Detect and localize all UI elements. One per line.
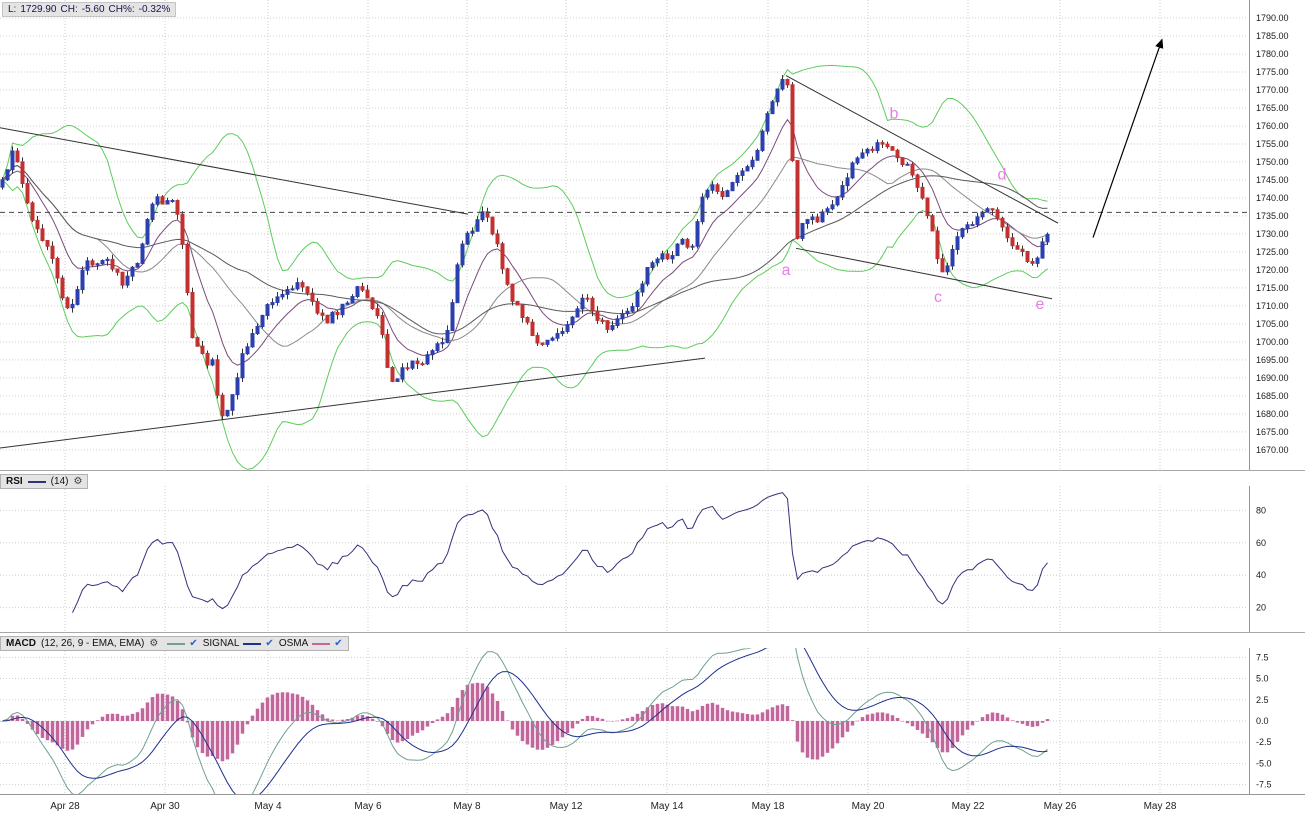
svg-text:1770.00: 1770.00 [1256, 85, 1289, 95]
x-axis-date-label: May 4 [254, 801, 282, 812]
svg-text:1785.00: 1785.00 [1256, 31, 1289, 41]
macd-panel-header: MACD (12, 26, 9 - EMA, EMA) ⚙ ✔ SIGNAL ✔… [0, 632, 1305, 651]
svg-text:1700.00: 1700.00 [1256, 337, 1289, 347]
svg-text:d: d [998, 167, 1007, 184]
svg-text:5.0: 5.0 [1256, 674, 1269, 684]
rsi-legend: RSI (14) ⚙ [0, 474, 89, 489]
change-pct-value: -0.32% [138, 4, 171, 15]
svg-text:-7.5: -7.5 [1256, 780, 1272, 790]
rsi-panel-header: RSI (14) ⚙ [0, 470, 1305, 489]
svg-text:-2.5: -2.5 [1256, 737, 1272, 747]
change-pct-label: CH%: [108, 4, 135, 15]
svg-text:2.5: 2.5 [1256, 695, 1269, 705]
rsi-params: (14) [50, 476, 69, 487]
x-axis-date-label: May 20 [851, 801, 885, 812]
x-axis-date-label: May 8 [453, 801, 481, 812]
svg-text:1750.00: 1750.00 [1256, 157, 1289, 167]
macd-series-toggle-2[interactable]: ✔ [334, 637, 343, 649]
macd-series-group-0: ✔ [163, 637, 198, 649]
x-axis-date-label: May 6 [354, 801, 382, 812]
svg-text:c: c [934, 289, 942, 306]
svg-text:20: 20 [1256, 603, 1266, 613]
svg-text:a: a [782, 262, 791, 279]
last-price-label: L: [8, 4, 17, 15]
svg-text:80: 80 [1256, 505, 1266, 515]
time-axis: Apr 28 Apr 30 May 4 May 6 May 8 May 12 May 14 M… [0, 794, 1305, 821]
last-price-value: 1729.90 [20, 4, 57, 15]
x-axis-date-label: May 26 [1043, 801, 1077, 812]
x-axis-date-label: May 14 [650, 801, 684, 812]
macd-series-label-1: SIGNAL [202, 638, 240, 649]
rsi-settings-icon[interactable]: ⚙ [73, 475, 83, 487]
svg-text:1695.00: 1695.00 [1256, 355, 1289, 365]
macd-series-swatch-0 [167, 642, 186, 645]
macd-series-group-2: OSMA ✔ [279, 638, 343, 649]
macd-series-toggle-1[interactable]: ✔ [265, 637, 274, 649]
svg-text:1735.00: 1735.00 [1256, 211, 1289, 221]
svg-text:1740.00: 1740.00 [1256, 193, 1289, 203]
svg-text:1790.00: 1790.00 [1256, 13, 1289, 23]
x-axis-date-label: Apr 30 [150, 801, 180, 812]
macd-series-group-1: SIGNAL ✔ [203, 638, 274, 649]
macd-series-swatch-2 [312, 642, 331, 645]
svg-text:1755.00: 1755.00 [1256, 139, 1289, 149]
svg-text:b: b [890, 105, 899, 122]
macd-legend: MACD (12, 26, 9 - EMA, EMA) ⚙ ✔ SIGNAL ✔… [0, 636, 349, 651]
macd-series-swatch-1 [243, 642, 262, 645]
svg-text:e: e [1036, 296, 1045, 313]
macd-chart-canvas[interactable]: 7.5 5.0 2.5 0.0 -2.5 -5.0 -7.5 [0, 648, 1305, 794]
quote-bar: L: 1729.90 CH: -5.60 CH%: -0.32% [2, 2, 177, 17]
x-axis-date-label: May 28 [1143, 801, 1177, 812]
macd-params: (12, 26, 9 - EMA, EMA) [41, 638, 145, 649]
svg-text:1685.00: 1685.00 [1256, 391, 1289, 401]
rsi-chart-canvas[interactable]: 80 60 40 20 [0, 486, 1305, 632]
svg-text:40: 40 [1256, 570, 1266, 580]
svg-text:60: 60 [1256, 538, 1266, 548]
svg-text:7.5: 7.5 [1256, 652, 1269, 662]
svg-text:1715.00: 1715.00 [1256, 283, 1289, 293]
svg-text:0.0: 0.0 [1256, 716, 1269, 726]
svg-text:1725.00: 1725.00 [1256, 247, 1289, 257]
svg-text:1690.00: 1690.00 [1256, 373, 1289, 383]
svg-text:1680.00: 1680.00 [1256, 409, 1289, 419]
change-value: -5.60 [81, 4, 105, 15]
svg-text:1765.00: 1765.00 [1256, 103, 1289, 113]
svg-text:1710.00: 1710.00 [1256, 301, 1289, 311]
macd-series-label-2: OSMA [278, 638, 309, 649]
macd-title: MACD [6, 638, 36, 649]
svg-text:1780.00: 1780.00 [1256, 49, 1289, 59]
rsi-title: RSI [6, 476, 23, 487]
change-label: CH: [60, 4, 78, 15]
svg-text:1760.00: 1760.00 [1256, 121, 1289, 131]
svg-text:1745.00: 1745.00 [1256, 175, 1289, 185]
svg-text:1730.00: 1730.00 [1256, 229, 1289, 239]
svg-text:1720.00: 1720.00 [1256, 265, 1289, 275]
price-chart-canvas[interactable]: 1670.00 1675.00 1680.00 1685.00 1690.00 1695.… [0, 0, 1305, 470]
svg-text:1775.00: 1775.00 [1256, 67, 1289, 77]
x-axis-date-label: May 12 [549, 801, 583, 812]
svg-text:-5.0: -5.0 [1256, 758, 1272, 768]
x-axis-date-label: May 18 [751, 801, 785, 812]
macd-series-toggle-0[interactable]: ✔ [189, 637, 198, 649]
svg-text:1675.00: 1675.00 [1256, 427, 1289, 437]
macd-settings-icon[interactable]: ⚙ [149, 637, 159, 649]
rsi-line-swatch [27, 480, 46, 483]
svg-text:1705.00: 1705.00 [1256, 319, 1289, 329]
x-axis-date-label: May 22 [951, 801, 985, 812]
svg-text:1670.00: 1670.00 [1256, 445, 1289, 455]
x-axis-date-label: Apr 28 [50, 801, 80, 812]
